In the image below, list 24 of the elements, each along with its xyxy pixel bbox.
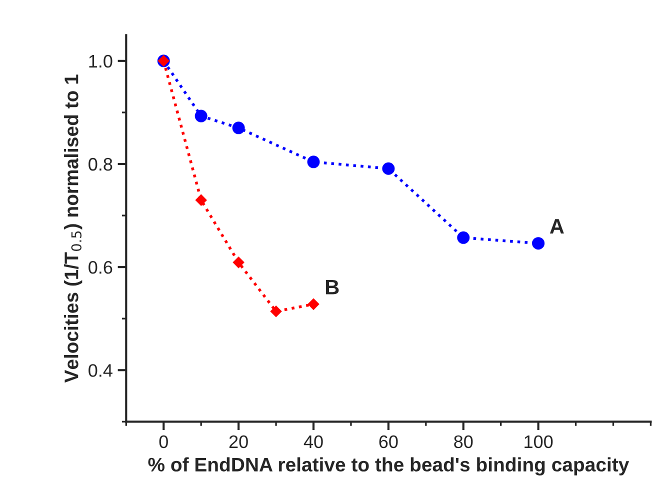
x-tick-label: 0 bbox=[159, 435, 168, 448]
x-tick-label: 100 bbox=[524, 435, 553, 448]
series-label: A bbox=[550, 219, 564, 234]
point bbox=[308, 298, 320, 310]
point bbox=[232, 122, 245, 134]
y-tick-label: 0.4 bbox=[88, 364, 112, 377]
point bbox=[307, 156, 320, 168]
x-axis-title: % of EndDNA relative to the bead's binding capacity bbox=[148, 457, 630, 476]
y-tick-label: 0.8 bbox=[88, 158, 112, 171]
point bbox=[195, 194, 207, 206]
x-tick-label: 60 bbox=[379, 435, 398, 448]
y-axis-title: Velocities (1/T$_{0.5}$) normalised to 1 bbox=[64, 74, 82, 383]
point bbox=[532, 237, 545, 250]
point bbox=[382, 162, 395, 175]
point bbox=[270, 306, 282, 317]
series-label: B bbox=[326, 280, 339, 294]
x-tick-label: 80 bbox=[454, 435, 473, 448]
y-tick-label: 1.0 bbox=[89, 54, 112, 68]
y-tick-label: 0.6 bbox=[88, 261, 112, 274]
point bbox=[232, 256, 244, 268]
point bbox=[194, 110, 208, 122]
point bbox=[457, 231, 470, 244]
x-tick-label: 40 bbox=[304, 435, 323, 448]
x-tick-label: 20 bbox=[229, 435, 248, 448]
